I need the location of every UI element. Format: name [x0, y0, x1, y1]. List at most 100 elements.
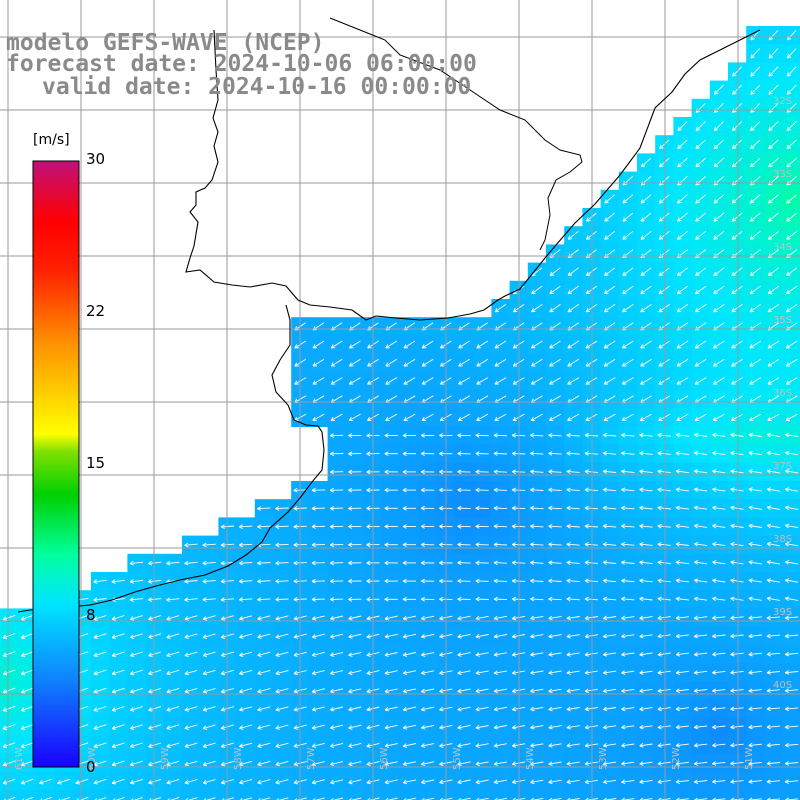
wind-arrow: [567, 377, 580, 385]
wind-arrow: [457, 615, 471, 620]
wind-arrow-head: [2, 728, 7, 730]
wind-arrow-head: [785, 690, 790, 693]
wind-arrow-head: [766, 781, 771, 784]
wind-arrow: [677, 230, 688, 240]
wind-arrow: [111, 651, 125, 657]
wind-arrow-head: [475, 471, 480, 475]
wind-arrow-head: [695, 235, 698, 240]
wind-arrow: [675, 579, 690, 583]
wind-arrow-head: [785, 470, 789, 474]
wind-arrow-head: [384, 673, 389, 676]
wind-arrow-head: [766, 578, 772, 581]
wind-arrow-head: [621, 761, 625, 765]
wind-arrow-head: [621, 578, 626, 581]
wind-arrow-head: [275, 578, 280, 582]
wind-arrow: [129, 598, 144, 601]
wind-arrow-head: [548, 543, 553, 547]
wind-arrow-head: [166, 761, 170, 766]
wind-arrow-head: [766, 615, 771, 619]
wind-arrow: [694, 434, 708, 437]
wind-arrow-head: [639, 596, 644, 600]
wind-arrow-head: [130, 673, 135, 676]
wind-arrow-head: [714, 110, 719, 113]
wind-arrow-head: [695, 126, 698, 131]
wind-arrow-head: [366, 652, 371, 656]
wind-arrow: [766, 689, 781, 692]
wind-arrow-head: [603, 652, 607, 656]
wind-arrow: [657, 543, 671, 546]
wind-arrow-head: [748, 781, 753, 784]
wind-arrow: [713, 84, 724, 95]
wind-arrow-head: [512, 362, 516, 367]
wind-arrow-head: [439, 580, 444, 584]
wind-arrow: [548, 725, 562, 729]
wind-arrow-head: [659, 183, 664, 186]
wind-arrow: [549, 267, 561, 276]
wind-arrow: [785, 780, 799, 783]
wind-arrow-head: [784, 688, 789, 692]
wind-arrow-head: [530, 487, 535, 491]
wind-arrow: [603, 598, 617, 601]
wind-arrow-head: [275, 542, 280, 546]
wind-arrow: [457, 652, 471, 656]
wind-arrow-head: [184, 709, 189, 712]
wind-arrow-head: [257, 782, 262, 785]
wind-arrow-head: [494, 797, 498, 800]
wind-arrow: [658, 267, 670, 276]
wind-cell: [54, 790, 74, 800]
wind-arrow-head: [166, 618, 171, 621]
wind-arrow: [712, 488, 726, 492]
wind-arrow-head: [112, 746, 117, 749]
wind-arrow-head: [511, 580, 516, 584]
wind-arrow-head: [584, 562, 589, 565]
wind-arrow-head: [786, 92, 792, 95]
wind-arrow-head: [622, 256, 627, 258]
wind-arrow-head: [221, 728, 226, 730]
wind-arrow-head: [166, 709, 171, 712]
wind-arrow-head: [530, 615, 534, 619]
wind-cell: [491, 790, 511, 800]
wind-arrow: [458, 340, 470, 349]
wind-arrow-head: [330, 709, 335, 712]
wind-arrow-head: [639, 598, 644, 602]
wind-arrow-head: [784, 651, 789, 655]
lat-label: 32S: [773, 96, 792, 107]
wind-arrow-head: [731, 162, 735, 167]
wind-arrow-head: [257, 634, 261, 638]
wind-arrow: [694, 452, 708, 456]
wind-arrow: [712, 634, 726, 637]
wind-arrow-head: [112, 728, 117, 730]
wind-arrow-head: [748, 724, 753, 728]
wind-arrow-head: [731, 274, 736, 277]
wind-arrow: [675, 561, 690, 565]
wind-arrow-head: [202, 725, 207, 729]
wind-arrow-head: [184, 560, 189, 564]
wind-arrow-head: [730, 561, 735, 565]
wind-arrow-head: [750, 92, 755, 95]
wind-arrow-head: [112, 619, 117, 621]
wind-arrow: [312, 706, 325, 711]
wind-arrow-head: [750, 144, 753, 149]
wind-arrow-head: [403, 416, 407, 421]
wind-arrow-head: [402, 782, 408, 785]
wind-arrow-head: [421, 688, 425, 692]
wind-arrow-head: [348, 471, 353, 475]
wind-arrow-head: [348, 487, 353, 491]
wind-arrow-head: [731, 126, 735, 131]
wind-arrow: [786, 84, 797, 95]
wind-arrow-head: [384, 691, 389, 694]
wind-arrow: [531, 304, 543, 313]
wind-arrow-head: [311, 616, 316, 620]
wind-arrow-head: [312, 691, 317, 694]
wind-arrow-head: [366, 453, 371, 457]
wind-arrow-head: [657, 706, 662, 710]
wind-arrow: [639, 779, 653, 783]
wind-arrow-head: [512, 724, 516, 729]
wind-arrow-head: [330, 362, 334, 367]
wind-arrow-head: [420, 598, 425, 602]
wind-arrow: [603, 452, 617, 455]
wind-arrow-head: [530, 618, 535, 621]
wind-arrow-head: [421, 654, 426, 657]
wind-arrow: [202, 633, 216, 638]
wind-arrow: [566, 743, 580, 747]
